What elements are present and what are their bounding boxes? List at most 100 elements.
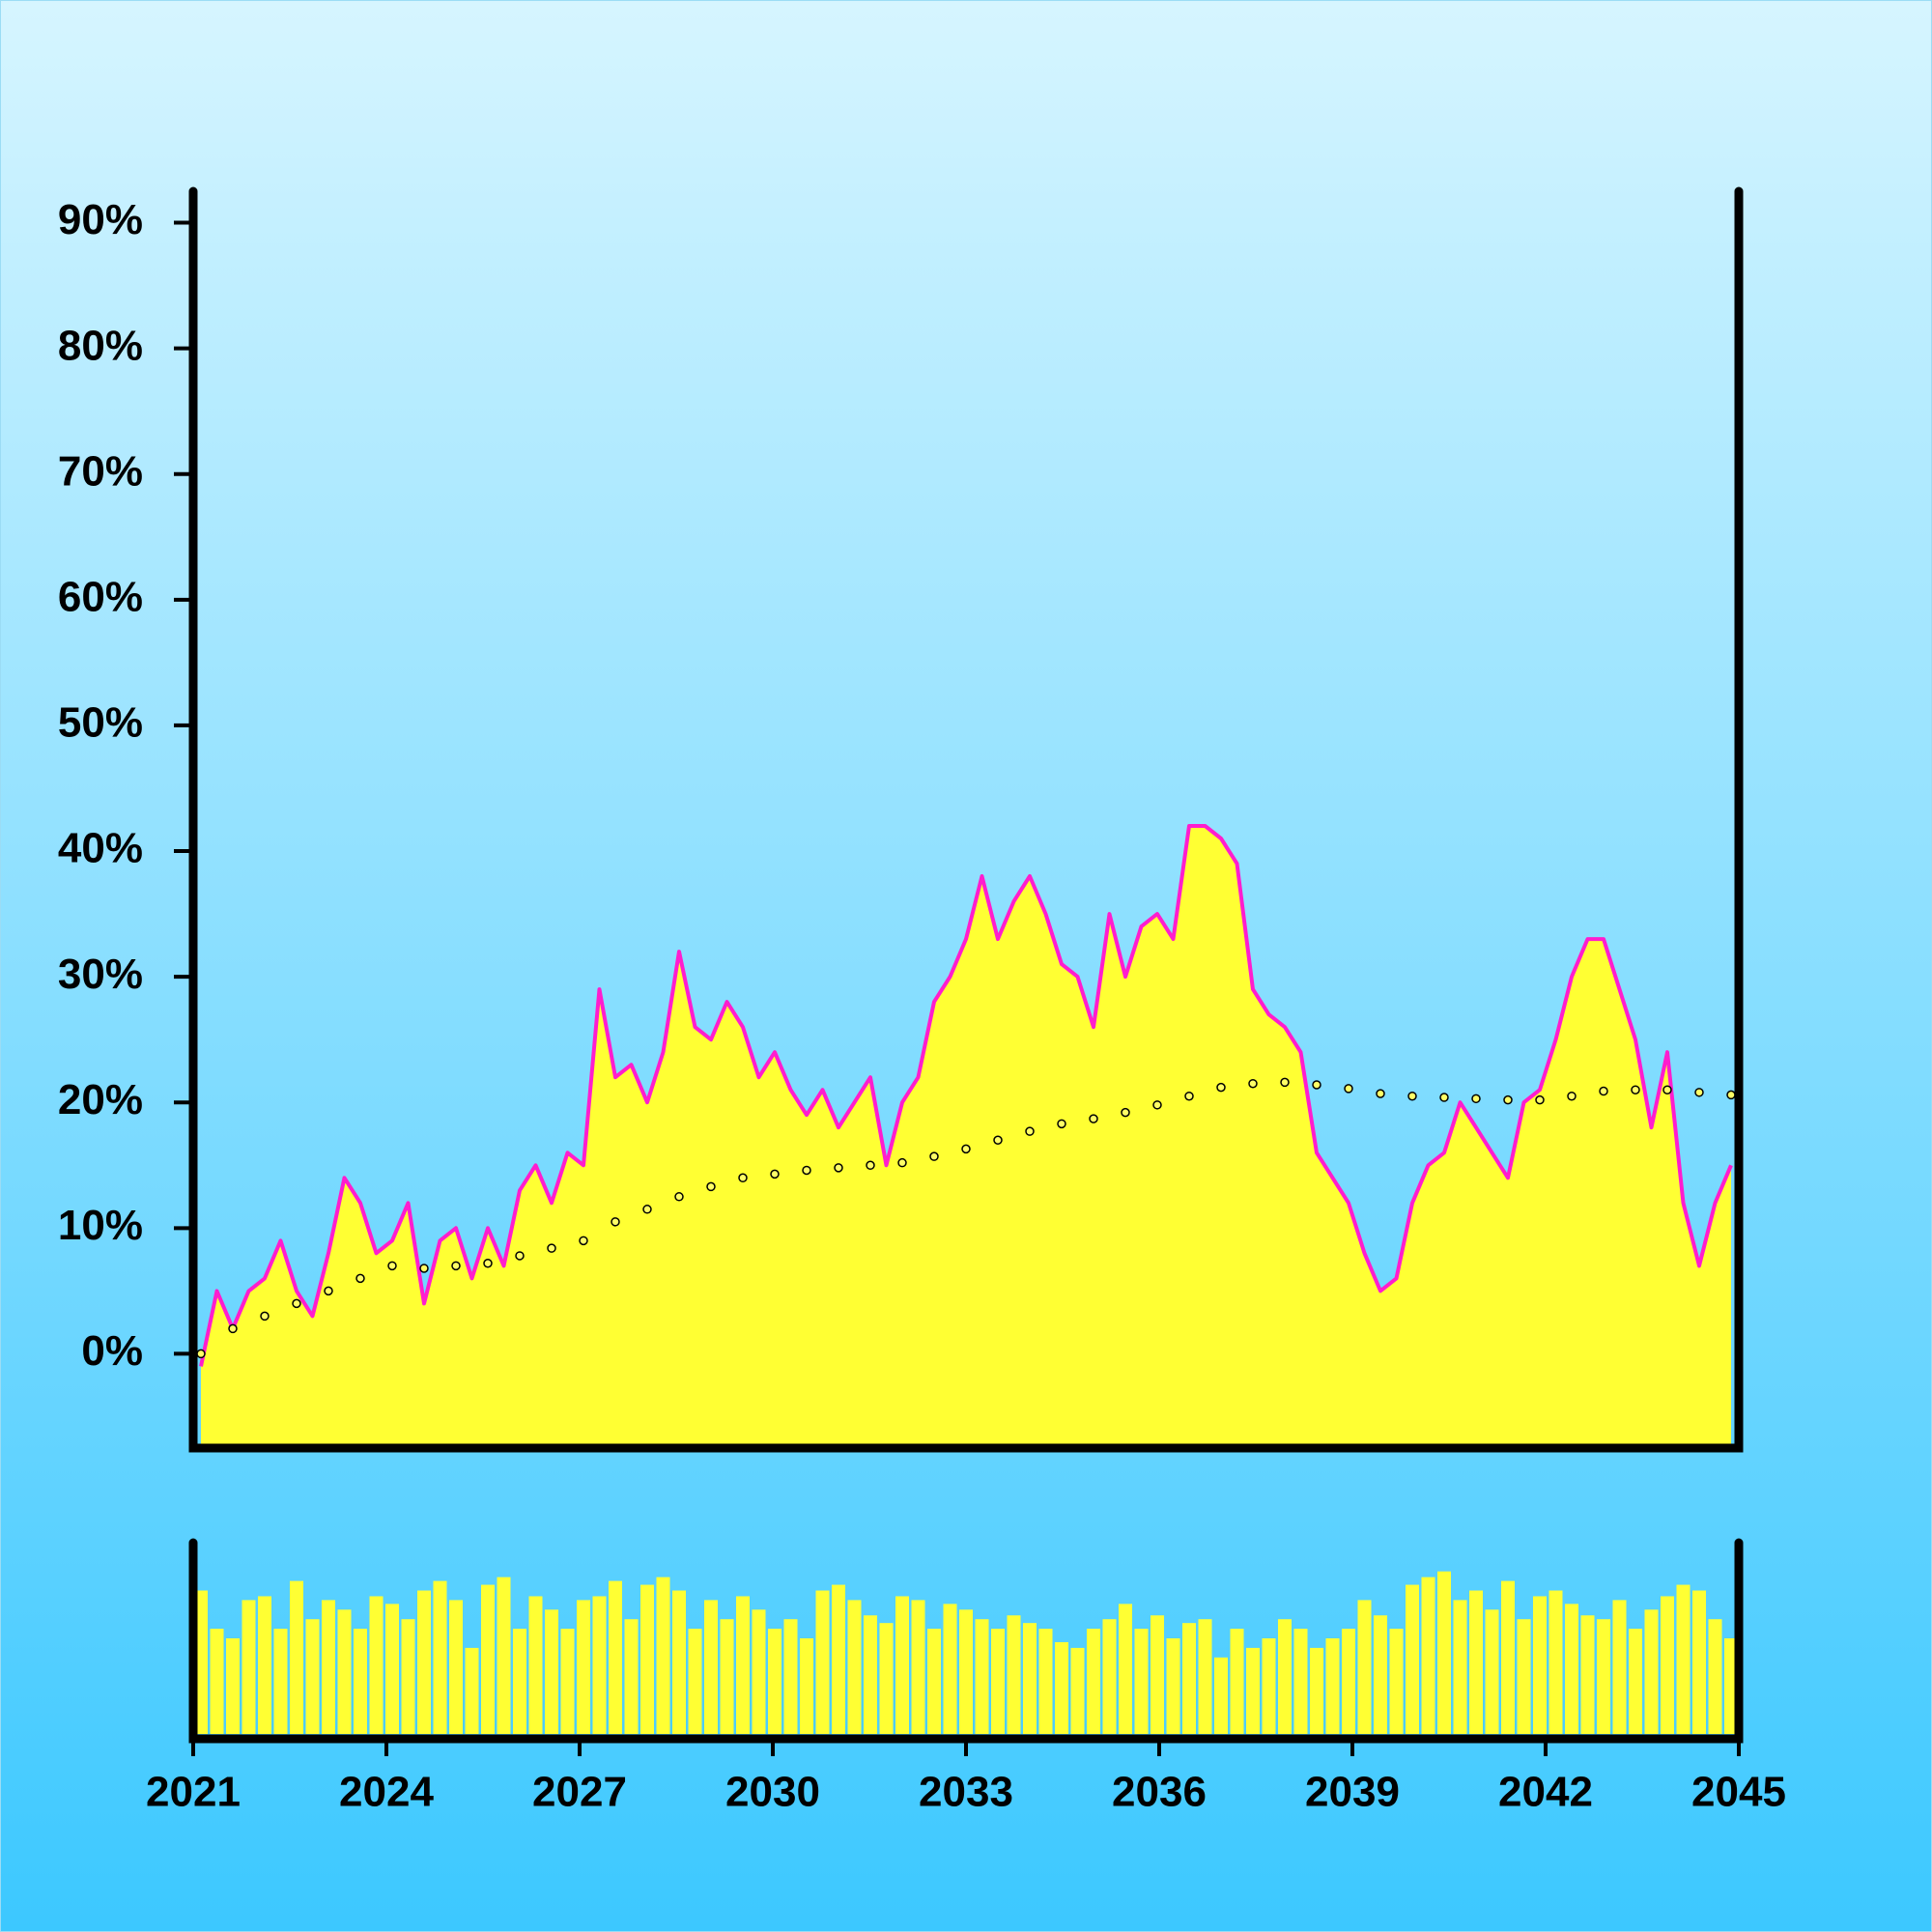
x-tick-label: 2024 [339, 1769, 434, 1816]
volume-bar [911, 1600, 925, 1734]
volume-bar [1054, 1641, 1069, 1734]
volume-bar [384, 1604, 400, 1734]
volume-bar [1453, 1600, 1467, 1734]
volume-bar [1293, 1629, 1308, 1734]
moving-average-dot [579, 1236, 588, 1246]
moving-average-dot [547, 1243, 556, 1253]
volume-bar [863, 1615, 878, 1734]
volume-bar [943, 1604, 957, 1734]
moving-average-dot [1535, 1094, 1545, 1105]
volume-bar [512, 1629, 527, 1734]
volume-bar [1612, 1600, 1627, 1734]
volume-bar [1644, 1609, 1659, 1734]
volume-bar [1070, 1647, 1085, 1734]
y-tick-label: 70% [58, 447, 143, 495]
volume-bar [1198, 1619, 1212, 1734]
volume-bar [433, 1580, 447, 1734]
volume-bar [592, 1596, 607, 1734]
volume-bar [448, 1600, 464, 1734]
moving-average-dot [1152, 1100, 1162, 1110]
x-tick-label: 2030 [725, 1769, 820, 1816]
moving-average-dot [1184, 1091, 1194, 1101]
moving-average-dot [1503, 1094, 1513, 1105]
volume-bar [879, 1623, 894, 1734]
volume-bar [990, 1629, 1006, 1734]
x-tick-label: 2027 [532, 1769, 627, 1816]
volume-bar [799, 1638, 814, 1734]
moving-average-dot [228, 1323, 238, 1334]
volume-bar [225, 1638, 241, 1734]
moving-average-dot [292, 1298, 301, 1309]
volume-bar [1708, 1619, 1722, 1734]
moving-average-dot [929, 1151, 939, 1161]
volume-bar [1022, 1623, 1037, 1734]
volume-bar [305, 1619, 320, 1734]
y-tick-label: 50% [58, 699, 143, 747]
x-tick-label: 2036 [1112, 1769, 1207, 1816]
moving-average-dot [866, 1160, 875, 1171]
volume-bar [1262, 1638, 1276, 1734]
volume-bar [1580, 1615, 1595, 1734]
volume-bar [735, 1596, 751, 1734]
moving-average-dot [738, 1173, 748, 1183]
moving-average-dot [1631, 1085, 1640, 1094]
volume-bar [1517, 1619, 1531, 1734]
moving-average-dot [1248, 1078, 1258, 1089]
volume-bar [1564, 1604, 1579, 1734]
x-tick-label: 2045 [1691, 1769, 1786, 1816]
line [199, 824, 1733, 1367]
moving-average-dot [897, 1157, 907, 1168]
moving-average-dot [1471, 1094, 1481, 1104]
moving-average-dot [196, 1349, 206, 1359]
moving-average-dot [1057, 1119, 1066, 1129]
moving-average-dot [260, 1311, 270, 1321]
volume-bar [688, 1629, 702, 1734]
y-tick-label: 0% [81, 1327, 143, 1375]
volume-bar [1245, 1647, 1261, 1734]
volume-bar [1691, 1590, 1707, 1734]
volume-bar [465, 1647, 479, 1734]
volume-bar [1150, 1615, 1165, 1734]
volume-bar [1421, 1577, 1435, 1734]
volume-bar [321, 1600, 336, 1734]
y-tick-label: 60% [58, 573, 143, 620]
volume-bar [1548, 1590, 1563, 1734]
volume-bar [273, 1629, 288, 1734]
volume-bar [1373, 1615, 1388, 1734]
moving-average-dot [1694, 1088, 1704, 1097]
volume-bar [1341, 1629, 1356, 1734]
volume-bar [337, 1609, 352, 1734]
axes [188, 186, 1744, 1744]
volume-bar [624, 1619, 639, 1734]
x-tick-label: 2042 [1498, 1769, 1593, 1816]
x-tick-label: 2021 [146, 1769, 241, 1816]
volume-bar [703, 1600, 719, 1734]
volume-bar [1007, 1615, 1021, 1734]
moving-average-dot [1089, 1114, 1098, 1123]
volume-axes [188, 1538, 1744, 1744]
volume-bar [1485, 1609, 1499, 1734]
volume-bar [369, 1596, 384, 1734]
moving-average-dot [1439, 1093, 1449, 1102]
area [201, 826, 1731, 1448]
moving-average-dot [802, 1165, 811, 1176]
moving-average-dot [961, 1144, 971, 1154]
volume-bar [975, 1619, 989, 1734]
moving-average-dot [483, 1259, 493, 1268]
moving-average-dot [706, 1181, 716, 1192]
volume-bar [752, 1609, 766, 1734]
moving-average-dot [770, 1169, 780, 1179]
x-tick-label: 2033 [919, 1769, 1013, 1816]
volume-bar [1134, 1629, 1149, 1734]
moving-average-dot [1726, 1090, 1736, 1100]
volume-bar [497, 1577, 511, 1734]
volume-bar [639, 1584, 655, 1734]
volume-bar [1102, 1619, 1117, 1734]
moving-average-dot [1376, 1089, 1385, 1098]
volume-bar [783, 1619, 798, 1734]
moving-average-dot [834, 1163, 843, 1173]
moving-average-dot [387, 1261, 397, 1271]
volume-bar [720, 1619, 734, 1734]
moving-average-dot [1344, 1084, 1353, 1094]
